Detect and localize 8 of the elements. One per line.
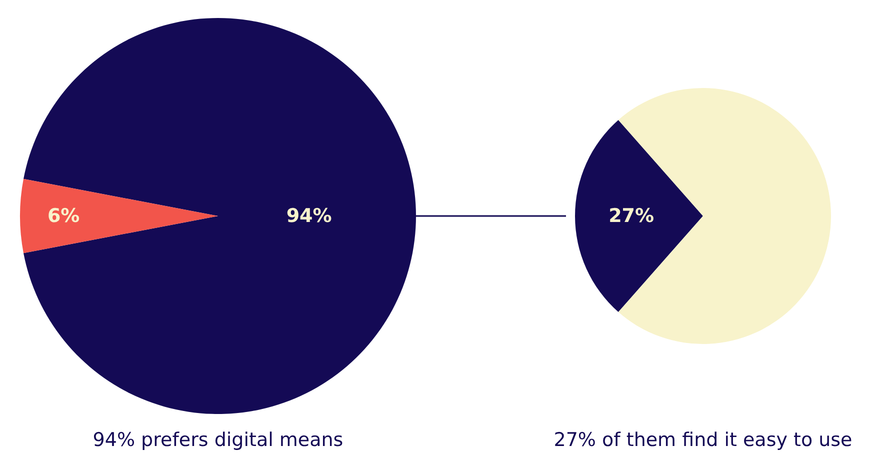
pie-slice	[24, 18, 416, 414]
data-label: 6%	[47, 205, 80, 227]
data-label: 27%	[608, 205, 654, 227]
text: 27% of them find it easy to use	[554, 429, 852, 451]
pie-slice	[20, 178, 218, 254]
pie-slice	[575, 120, 703, 312]
text: 94% prefers digital means	[92, 429, 344, 451]
data-label: 94%	[286, 205, 332, 227]
